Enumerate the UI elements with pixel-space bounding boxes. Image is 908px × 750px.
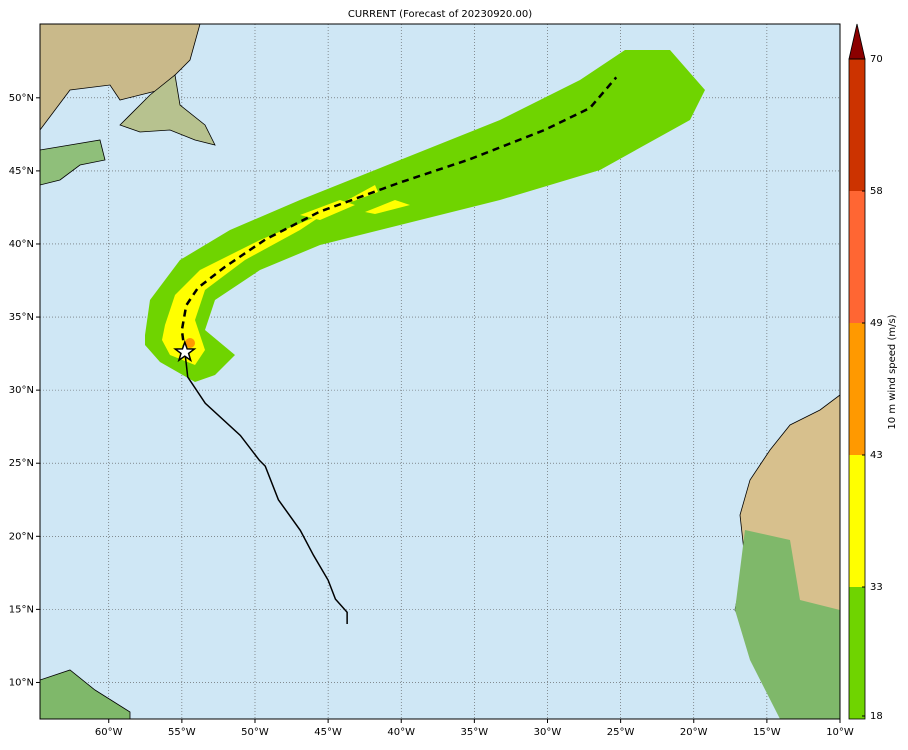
map-area <box>40 24 840 719</box>
lat-tick-label: 20°N <box>9 531 34 542</box>
colorbar-tick-label: 43 <box>870 450 883 461</box>
colorbar-tick-label: 49 <box>870 318 883 329</box>
lat-tick-label: 50°N <box>9 93 34 104</box>
land-south-america <box>40 669 131 719</box>
colorbar-segment <box>849 191 865 323</box>
colorbar-segment <box>849 587 865 719</box>
colorbar-tick-label: 33 <box>870 582 883 593</box>
lon-tick-label: 40°W <box>387 727 415 738</box>
lon-tick-label: 15°W <box>753 727 781 738</box>
wind-swath-yellow-patch <box>300 200 410 220</box>
wind-swath-green <box>145 50 705 382</box>
lat-tick-label: 45°N <box>9 166 34 177</box>
storm-marker <box>173 339 197 363</box>
lat-tick-label: 25°N <box>9 458 34 469</box>
ocean <box>40 24 840 719</box>
lon-tick-label: 60°W <box>95 727 123 738</box>
colorbar-tick-label: 70 <box>870 54 883 65</box>
lon-tick-label: 55°W <box>168 727 196 738</box>
colorbar-frame <box>848 58 866 720</box>
land-nova-scotia <box>40 139 106 186</box>
lon-tick-label: 35°W <box>461 727 489 738</box>
lat-tick-label: 30°N <box>9 385 34 396</box>
colorbar-segment <box>849 455 865 587</box>
lon-tick-label: 45°W <box>314 727 342 738</box>
wind-swath-orange <box>185 338 195 348</box>
land-africa-green <box>735 530 840 719</box>
lon-tick-label: 20°W <box>680 727 708 738</box>
lat-tick-label: 35°N <box>9 312 34 323</box>
lat-tick-label: 15°N <box>9 604 34 615</box>
lon-tick-label: 50°W <box>241 727 269 738</box>
lat-tick-label: 10°N <box>9 677 34 688</box>
map-frame <box>39 23 841 720</box>
colorbar-tick-label: 58 <box>870 186 883 197</box>
lat-tick-label: 40°N <box>9 239 34 250</box>
forecast-track <box>180 76 618 353</box>
lon-tick-label: 10°W <box>826 727 854 738</box>
colorbar-segment <box>849 59 865 191</box>
lon-tick-label: 30°W <box>534 727 562 738</box>
land-newfoundland <box>119 74 216 146</box>
colorbar-extend <box>848 23 866 60</box>
best-track <box>184 352 348 624</box>
colorbar-segment <box>849 323 865 455</box>
colorbar: 18 33 43 49 58 70 <box>848 23 883 722</box>
land-canada <box>40 24 201 131</box>
title: CURRENT (Forecast of 20230920.00) <box>348 9 532 20</box>
tracks <box>173 76 618 624</box>
colorbar-tick-label: 18 <box>870 711 883 722</box>
lon-tick-label: 25°W <box>607 727 635 738</box>
colorbar-label: 10 m wind speed (m/s) <box>887 314 898 429</box>
